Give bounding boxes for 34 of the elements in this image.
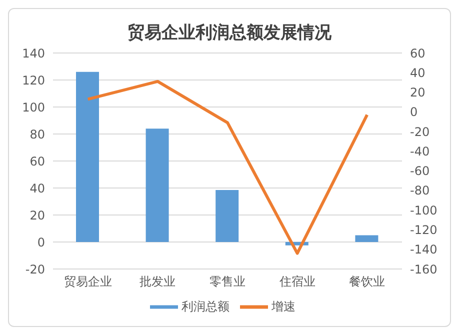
y-tick-label: 0 xyxy=(37,235,45,250)
y-tick-label: 20 xyxy=(30,208,45,222)
bar xyxy=(146,128,169,242)
x-tick-label: 零售业 xyxy=(210,274,246,289)
legend-label: 增速 xyxy=(272,299,296,314)
x-tick-label: 餐饮业 xyxy=(349,274,386,289)
y2-tick-label: 20 xyxy=(410,86,426,100)
y2-tick-label: -60 xyxy=(410,164,430,178)
bar xyxy=(76,72,99,242)
y-tick-label: 60 xyxy=(30,154,45,168)
x-tick-label: 批发业 xyxy=(140,274,176,289)
y2-tick-label: -120 xyxy=(410,222,438,237)
y2-tick-label: -20 xyxy=(410,124,430,139)
y-tick-label: 80 xyxy=(30,127,45,142)
bar xyxy=(355,235,378,242)
y-tick-label: 120 xyxy=(22,73,45,88)
y2-tick-label: -80 xyxy=(410,184,430,198)
y2-tick-label: 0 xyxy=(410,105,418,120)
y2-tick-label: -140 xyxy=(410,242,438,257)
y2-tick-label: -100 xyxy=(410,203,438,218)
bar xyxy=(216,190,239,242)
x-tick-label: 住宿业 xyxy=(278,274,316,289)
y2-tick-label: -40 xyxy=(410,144,430,158)
line-series xyxy=(86,80,369,255)
y2-tick-label: 60 xyxy=(410,46,426,60)
chart-title: 贸易企业利润总额发展情况 xyxy=(126,22,332,45)
y2-tick-label: 40 xyxy=(410,66,426,80)
x-tick-label: 贸易企业 xyxy=(64,274,112,289)
y-tick-label: 140 xyxy=(22,46,45,60)
y-tick-label: 40 xyxy=(30,181,45,196)
y-tick-label: -20 xyxy=(25,262,45,276)
legend-label: 利润总额 xyxy=(182,299,230,314)
y2-tick-label: -160 xyxy=(410,262,438,276)
y-tick-label: 100 xyxy=(22,100,45,114)
